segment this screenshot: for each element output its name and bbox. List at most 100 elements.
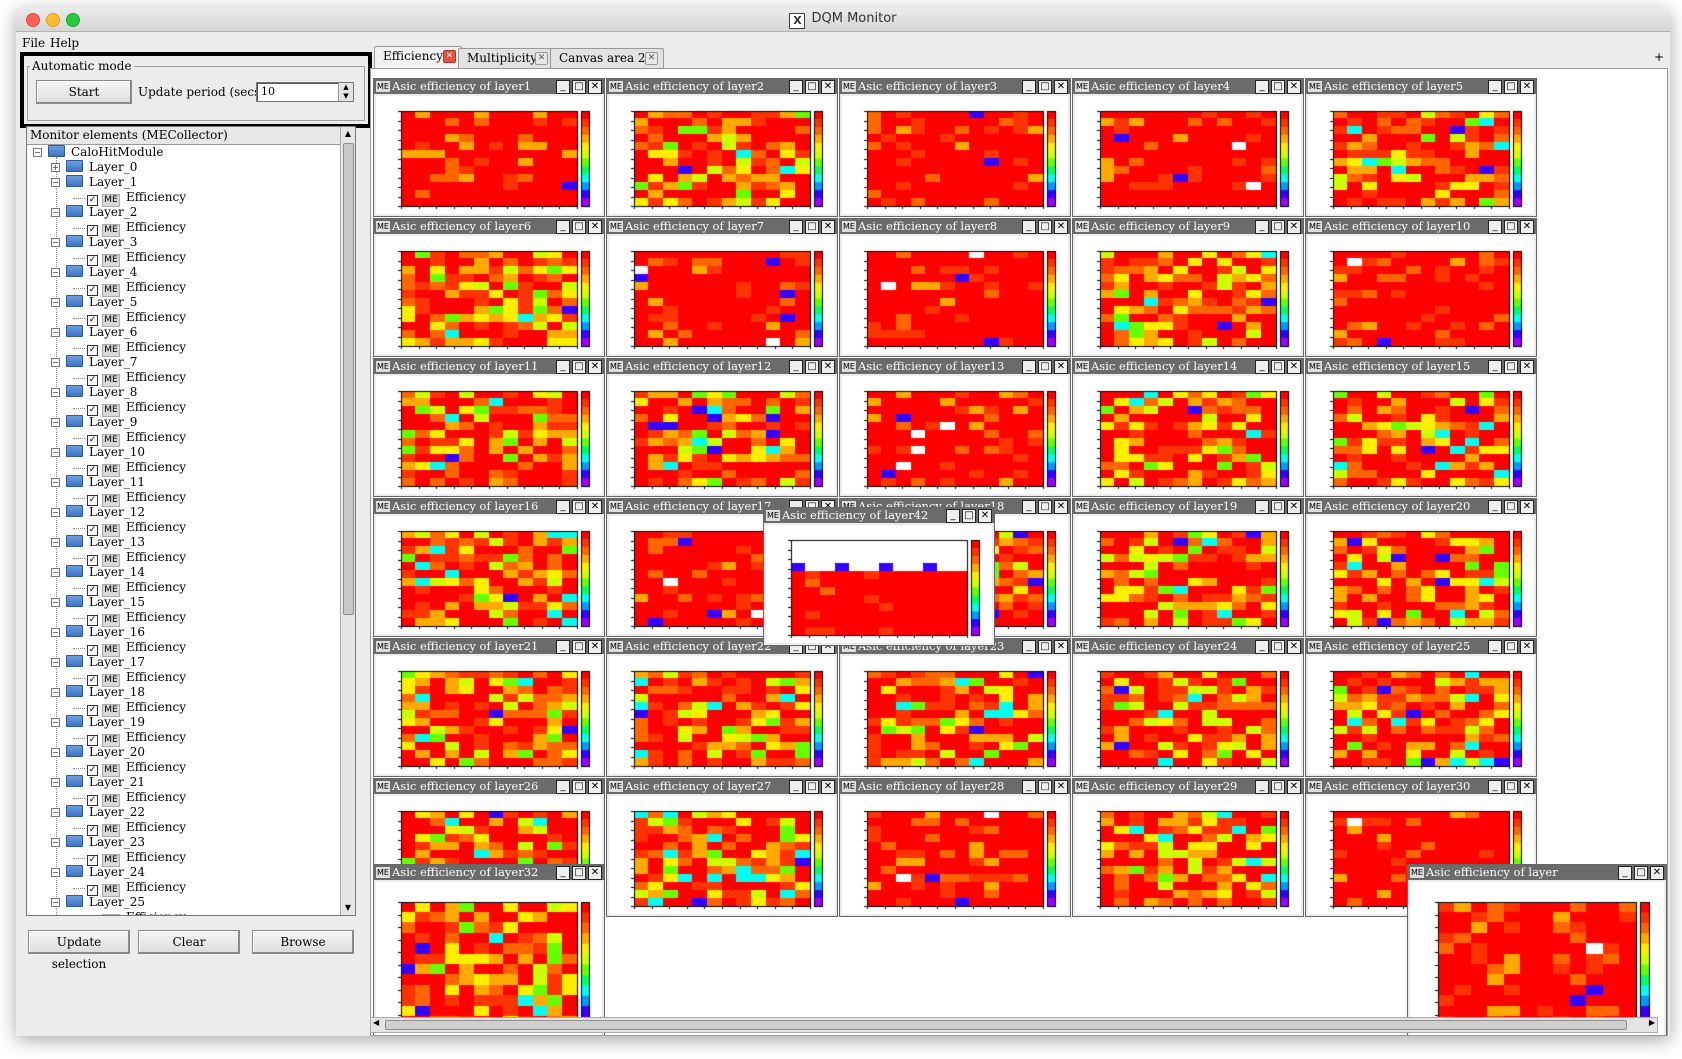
close-icon[interactable]: ✕ <box>1520 220 1534 234</box>
maximize-icon[interactable]: □ <box>572 780 586 794</box>
maximize-icon[interactable]: □ <box>1504 640 1518 654</box>
minimize-icon[interactable]: _ <box>556 360 570 374</box>
heatmap-plot[interactable]: Asic efficiency of layer10 <box>1308 236 1534 354</box>
checkbox[interactable]: ✓ <box>87 705 98 716</box>
canvas-window-titlebar[interactable]: ME Asic efficiency of layer1 <box>374 79 604 94</box>
close-icon[interactable]: ✕ <box>1054 80 1068 94</box>
close-icon[interactable]: ✕ <box>821 780 835 794</box>
checkbox[interactable]: ✓ <box>87 765 98 776</box>
canvas-window-titlebar[interactable]: ME Asic efficiency of layer42 <box>764 508 994 523</box>
collapse-icon[interactable]: − <box>51 298 60 307</box>
minimize-icon[interactable]: _ <box>1255 640 1269 654</box>
minimize-icon[interactable]: _ <box>556 80 570 94</box>
close-icon[interactable]: ✕ <box>1520 360 1534 374</box>
checkbox[interactable]: ✓ <box>87 795 98 806</box>
close-icon[interactable]: ✕ <box>1520 780 1534 794</box>
maximize-icon[interactable]: □ <box>805 220 819 234</box>
maximize-icon[interactable]: □ <box>572 500 586 514</box>
canvas-window-titlebar[interactable]: ME Asic efficiency of layer14 <box>1073 359 1303 374</box>
maximize-icon[interactable]: □ <box>1271 500 1285 514</box>
maximize-icon[interactable]: □ <box>805 80 819 94</box>
minimize-icon[interactable]: _ <box>789 780 803 794</box>
spin-up-icon[interactable]: ▲ <box>338 83 353 92</box>
maximize-icon[interactable]: □ <box>1038 80 1052 94</box>
heatmap-plot[interactable]: Asic efficiency of la <box>1410 882 1664 1035</box>
maximize-icon[interactable]: □ <box>1504 780 1518 794</box>
canvas-window-titlebar[interactable]: ME Asic efficiency of layer2 <box>607 79 837 94</box>
canvas-window-titlebar[interactable]: ME Asic efficiency of layer21 <box>374 639 604 654</box>
checkbox[interactable]: ✓ <box>87 285 98 296</box>
scroll-left-icon[interactable]: ◀ <box>373 1018 380 1027</box>
collapse-icon[interactable]: − <box>51 598 60 607</box>
minimize-icon[interactable]: _ <box>1618 866 1632 880</box>
heatmap-plot[interactable]: Asic efficiency of layer23 <box>842 656 1068 774</box>
maximize-icon[interactable]: □ <box>572 866 586 880</box>
browse-button[interactable]: Browse <box>252 930 354 954</box>
heatmap-plot[interactable]: Asic efficiency of layer29 <box>1075 796 1301 914</box>
canvas-window-titlebar[interactable]: ME Asic efficiency of layer13 <box>840 359 1070 374</box>
checkbox[interactable]: ✓ <box>87 615 98 626</box>
minimize-icon[interactable]: _ <box>1022 360 1036 374</box>
close-icon[interactable]: ✕ <box>588 500 602 514</box>
tree-layer-item[interactable]: − Layer_14 <box>51 565 146 579</box>
canvas-window-titlebar[interactable]: ME Asic efficiency of layer32 <box>374 865 604 880</box>
close-icon[interactable]: ✕ <box>1287 360 1301 374</box>
menu-file[interactable]: File <box>22 36 46 50</box>
tree-layer-item[interactable]: − Layer_6 <box>51 325 138 339</box>
close-icon[interactable]: ✕ <box>1650 866 1664 880</box>
maximize-icon[interactable]: □ <box>1634 866 1648 880</box>
close-icon[interactable]: ✕ <box>1520 80 1534 94</box>
tree-layer-item[interactable]: − Layer_13 <box>51 535 146 549</box>
heatmap-plot[interactable]: Asic efficiency of layer20 <box>1308 516 1534 634</box>
tab-efficiency[interactable]: Efficiency ✕ <box>374 46 462 68</box>
collapse-icon[interactable]: − <box>51 388 60 397</box>
tree-layer-item[interactable]: − Layer_24 <box>51 865 146 879</box>
minimize-icon[interactable]: _ <box>1022 640 1036 654</box>
canvas-window-titlebar[interactable]: ME Asic efficiency of layer8 <box>840 219 1070 234</box>
maximize-icon[interactable]: □ <box>1504 360 1518 374</box>
tree-layer-item[interactable]: − Layer_2 <box>51 205 138 219</box>
close-icon[interactable]: ✕ <box>821 220 835 234</box>
tree-layer-item[interactable]: − Layer_10 <box>51 445 146 459</box>
checkbox[interactable]: ✓ <box>87 675 98 686</box>
canvas-window-titlebar[interactable]: ME Asic efficiency of layer5 <box>1306 79 1536 94</box>
heatmap-plot[interactable]: Asic efficiency of layer1 <box>376 96 602 214</box>
minimize-icon[interactable]: _ <box>1488 220 1502 234</box>
close-icon[interactable]: ✕ <box>588 360 602 374</box>
update-period-spinbox[interactable]: 10 ▲ ▼ <box>256 82 354 102</box>
maximize-icon[interactable]: □ <box>1038 500 1052 514</box>
maximize-icon[interactable]: □ <box>1038 220 1052 234</box>
canvas-window-titlebar[interactable]: ME Asic efficiency of layer <box>1408 865 1666 880</box>
tree-layer-item[interactable]: − Layer_15 <box>51 595 146 609</box>
tree-layer-item[interactable]: − Layer_25 <box>51 895 146 909</box>
checkbox[interactable]: ✓ <box>87 375 98 386</box>
close-icon[interactable]: ✕ <box>1287 220 1301 234</box>
maximize-icon[interactable]: □ <box>1504 220 1518 234</box>
checkbox[interactable]: ✓ <box>87 495 98 506</box>
close-icon[interactable]: ✕ <box>1287 640 1301 654</box>
maximize-icon[interactable]: □ <box>572 80 586 94</box>
collapse-icon[interactable]: − <box>51 868 60 877</box>
close-icon[interactable]: ✕ <box>1287 80 1301 94</box>
minimize-icon[interactable]: _ <box>1022 80 1036 94</box>
collapse-icon[interactable]: − <box>51 808 60 817</box>
